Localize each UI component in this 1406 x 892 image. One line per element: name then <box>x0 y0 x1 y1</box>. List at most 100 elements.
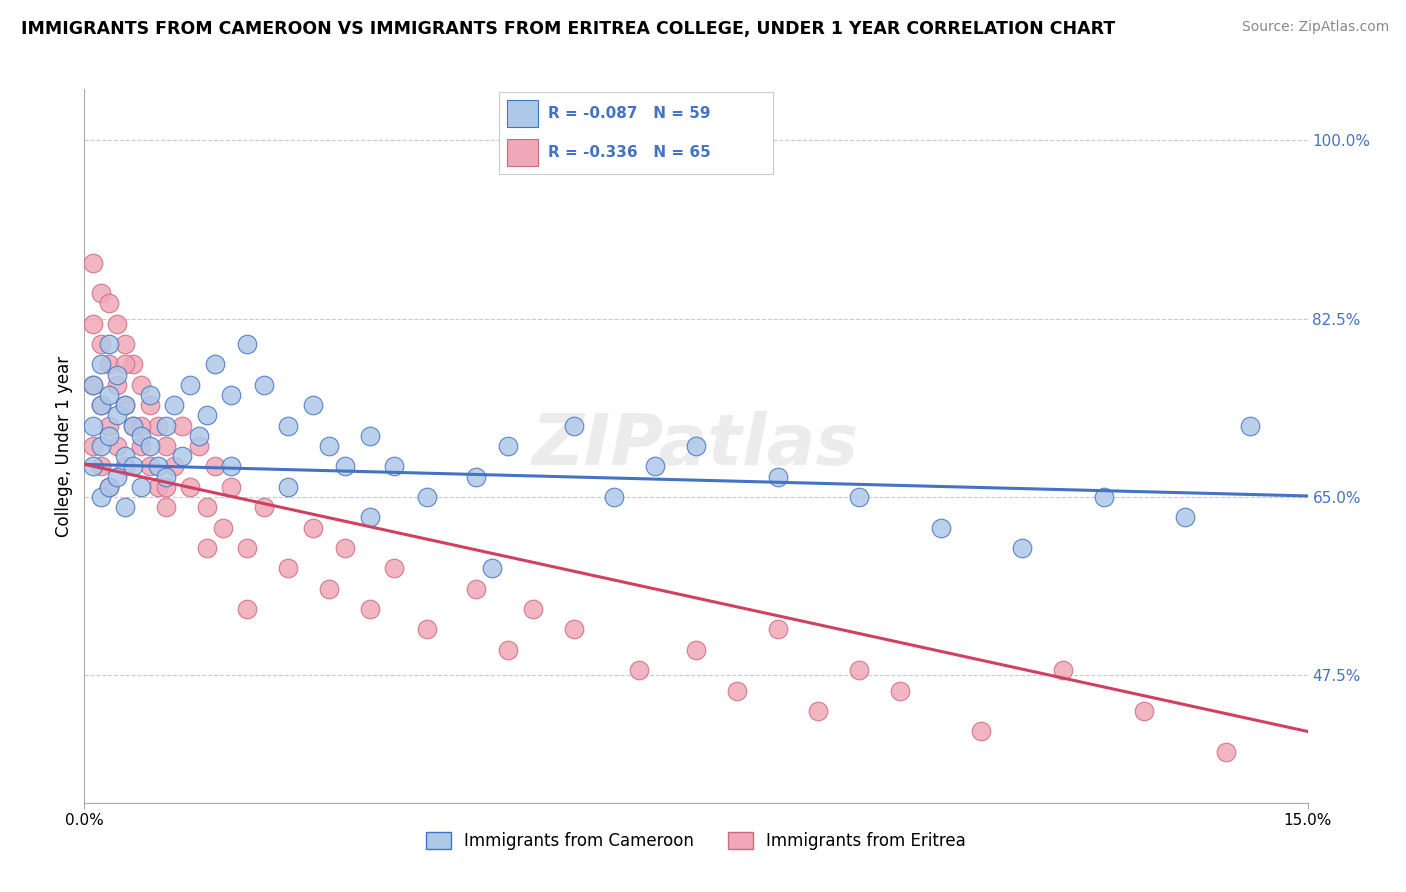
Point <box>236 337 259 351</box>
Point <box>97 429 120 443</box>
Point <box>131 439 153 453</box>
Point <box>90 398 112 412</box>
Point <box>114 459 136 474</box>
Point <box>187 429 209 443</box>
Point <box>105 368 128 382</box>
Point <box>97 296 120 310</box>
Point <box>114 449 136 463</box>
Point <box>114 398 136 412</box>
Point <box>253 377 276 392</box>
Text: ZIPatlas: ZIPatlas <box>533 411 859 481</box>
Text: IMMIGRANTS FROM CAMEROON VS IMMIGRANTS FROM ERITREA COLLEGE, UNDER 1 YEAR CORREL: IMMIGRANTS FROM CAMEROON VS IMMIGRANTS F… <box>21 20 1115 37</box>
Point <box>970 724 993 739</box>
Point <box>155 500 177 515</box>
Point <box>97 388 120 402</box>
Point <box>204 358 226 372</box>
Point <box>105 377 128 392</box>
Point <box>163 398 186 412</box>
Point <box>90 398 112 412</box>
Point <box>318 439 340 453</box>
Point <box>97 418 120 433</box>
Point <box>219 388 242 402</box>
Point <box>122 358 145 372</box>
Point <box>807 704 830 718</box>
Point <box>105 317 128 331</box>
Point <box>114 337 136 351</box>
Point <box>82 317 104 331</box>
Point <box>335 459 357 474</box>
Point <box>359 510 381 524</box>
Point <box>114 358 136 372</box>
Point <box>253 500 276 515</box>
Point <box>146 418 169 433</box>
Point <box>114 500 136 515</box>
Point <box>90 337 112 351</box>
Point <box>195 541 218 555</box>
Point <box>90 358 112 372</box>
Point <box>498 643 520 657</box>
Point <box>138 439 160 453</box>
Point <box>105 439 128 453</box>
Point <box>131 480 153 494</box>
Point <box>929 520 952 534</box>
Point <box>277 480 299 494</box>
Point <box>97 480 120 494</box>
Point <box>138 388 160 402</box>
Point <box>481 561 503 575</box>
Point <box>122 418 145 433</box>
Point <box>416 490 439 504</box>
Point <box>766 469 789 483</box>
Point <box>82 439 104 453</box>
Point <box>359 602 381 616</box>
Point <box>562 623 585 637</box>
Y-axis label: College, Under 1 year: College, Under 1 year <box>55 355 73 537</box>
Point <box>301 520 323 534</box>
Point <box>155 439 177 453</box>
Point <box>82 377 104 392</box>
Point <box>82 418 104 433</box>
Point <box>179 480 201 494</box>
Point <box>131 377 153 392</box>
Point <box>685 643 707 657</box>
Point <box>195 500 218 515</box>
Point <box>82 459 104 474</box>
Point <box>219 459 242 474</box>
Point <box>212 520 235 534</box>
Point <box>155 418 177 433</box>
Point <box>138 398 160 412</box>
Point <box>1174 510 1197 524</box>
Point <box>848 490 870 504</box>
Point <box>97 358 120 372</box>
Point <box>179 377 201 392</box>
Point <box>138 459 160 474</box>
Point <box>1133 704 1156 718</box>
Point <box>172 418 194 433</box>
Text: R = -0.336   N = 65: R = -0.336 N = 65 <box>548 145 711 160</box>
Bar <box>508 100 537 128</box>
Point <box>603 490 626 504</box>
Point <box>146 459 169 474</box>
Point <box>146 480 169 494</box>
Point <box>236 541 259 555</box>
Point <box>416 623 439 637</box>
Point <box>187 439 209 453</box>
Point <box>498 439 520 453</box>
Point <box>82 255 104 269</box>
Point <box>195 409 218 423</box>
Point <box>155 480 177 494</box>
Point <box>122 459 145 474</box>
Point <box>889 683 911 698</box>
Point <box>382 561 405 575</box>
Point <box>562 418 585 433</box>
Point <box>627 663 650 677</box>
Point <box>1092 490 1115 504</box>
Point <box>1215 745 1237 759</box>
Point <box>97 337 120 351</box>
Point <box>155 469 177 483</box>
Point <box>359 429 381 443</box>
Point <box>122 418 145 433</box>
Point <box>1052 663 1074 677</box>
Point <box>90 286 112 301</box>
Point <box>114 398 136 412</box>
Text: R = -0.087   N = 59: R = -0.087 N = 59 <box>548 106 711 121</box>
